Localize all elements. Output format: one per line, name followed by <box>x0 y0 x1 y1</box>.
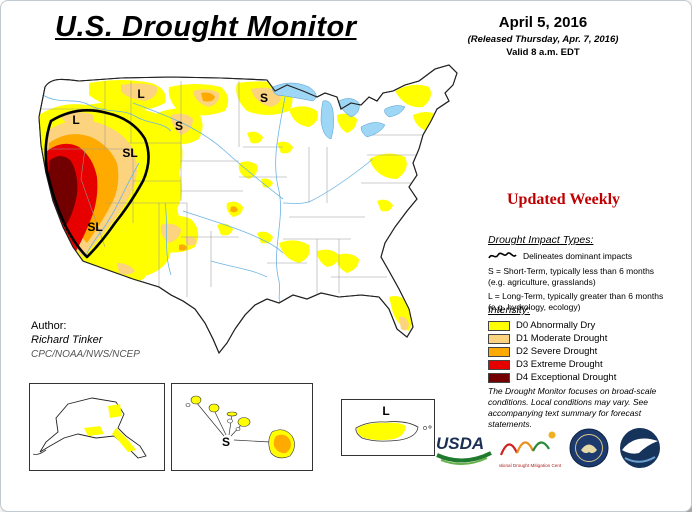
d0-label: D0 Abnormally Dry <box>516 320 596 331</box>
author-name: Richard Tinker <box>31 334 103 347</box>
author-label: Author: <box>31 320 67 332</box>
short-term-note: S = Short-Term, typically less than 6 mo… <box>488 266 655 287</box>
noaa-logo <box>620 428 660 468</box>
date-block: April 5, 2016 (Released Thursday, Apr. 7… <box>439 14 647 58</box>
released-date: (Released Thursday, Apr. 7, 2016) <box>467 34 619 45</box>
d4-label: D4 Exceptional Drought <box>516 372 617 383</box>
d4-swatch <box>488 372 510 383</box>
legend-row-d1: D1 Moderate Drought <box>488 333 680 344</box>
label-socal-sl: SL <box>87 220 102 234</box>
aleutian-chain <box>32 449 47 455</box>
d0-swatch <box>488 320 510 331</box>
label-idaho-s: S <box>175 119 183 133</box>
label-north-dakota-s: S <box>260 91 268 105</box>
author-block: Author: Richard Tinker CPC/NOAA/NWS/NCEP <box>31 319 140 361</box>
intensity-legend: Intensity: D0 Abnormally Dry D1 Moderate… <box>488 304 680 385</box>
long-term-note: L = Long-Term, typically greater than 6 … <box>488 291 664 312</box>
puerto-rico-inset: L <box>341 399 435 456</box>
ndmc-caption: National Drought Mitigation Center <box>499 463 561 468</box>
doc-eagle-icon <box>581 444 597 454</box>
d3-label: D3 Extreme Drought <box>516 359 603 370</box>
d2-swatch <box>488 346 510 357</box>
usda-logo: USDA <box>436 434 492 465</box>
rivers <box>42 94 374 306</box>
agency-logos: USDA National Drought Mitigation Center <box>435 425 663 471</box>
ndmc-logo: National Drought Mitigation Center <box>499 431 561 468</box>
doc-seal-logo <box>569 428 609 468</box>
hawaii-inset: S <box>171 383 313 471</box>
map-date: April 5, 2016 <box>498 14 588 31</box>
hawaii-s-label: S <box>222 435 230 449</box>
legend-row-d2: D2 Severe Drought <box>488 346 680 357</box>
delineates-label: Delineates dominant impacts <box>523 251 633 261</box>
drought-areas-d4 <box>48 156 78 227</box>
alaska-map <box>32 397 147 459</box>
map-impact-labels: L L S S SL SL <box>72 87 268 234</box>
legend-row-d3: D3 Extreme Drought <box>488 359 680 370</box>
label-nevada-sl: SL <box>122 146 137 160</box>
disclaimer-text: The Drought Monitor focuses on broad-sca… <box>488 386 657 429</box>
state-borders <box>41 81 423 297</box>
ndmc-sun-icon <box>548 431 556 439</box>
noaa-bird-icon <box>622 438 658 454</box>
d1-label: D1 Moderate Drought <box>516 333 608 344</box>
valid-time: Valid 8 a.m. EDT <box>506 47 580 58</box>
us-drought-map: L L S S SL SL <box>38 64 458 355</box>
author-org: CPC/NOAA/NWS/NCEP <box>31 348 140 360</box>
hawaii-map: S <box>185 395 295 459</box>
us-outline-restroke <box>38 64 458 355</box>
d1-swatch <box>488 333 510 344</box>
impact-outline <box>44 109 150 259</box>
updated-weekly-note: Updated Weekly <box>507 191 621 208</box>
label-northwest-l: L <box>137 87 144 101</box>
label-oregon-l: L <box>72 113 79 127</box>
puerto-rico-l-label: L <box>382 404 389 418</box>
legend-row-d4: D4 Exceptional Drought <box>488 372 680 383</box>
intensity-heading: Intensity: <box>488 304 531 316</box>
squiggle-line-icon <box>488 252 517 259</box>
page-title: U.S. Drought Monitor <box>55 11 357 43</box>
puerto-rico-map: L <box>355 404 432 442</box>
d3-swatch <box>488 359 510 370</box>
alaska-inset <box>29 383 165 471</box>
impact-types-heading: Drought Impact Types: <box>488 234 594 246</box>
impact-delineates-row: Delineates dominant impacts <box>488 250 680 262</box>
legend-row-d0: D0 Abnormally Dry <box>488 320 680 331</box>
usda-text: USDA <box>436 434 484 453</box>
impact-types-legend: Drought Impact Types: Delineates dominan… <box>488 234 680 313</box>
island-pointer-lines <box>195 401 271 443</box>
d2-label: D2 Severe Drought <box>516 346 598 357</box>
